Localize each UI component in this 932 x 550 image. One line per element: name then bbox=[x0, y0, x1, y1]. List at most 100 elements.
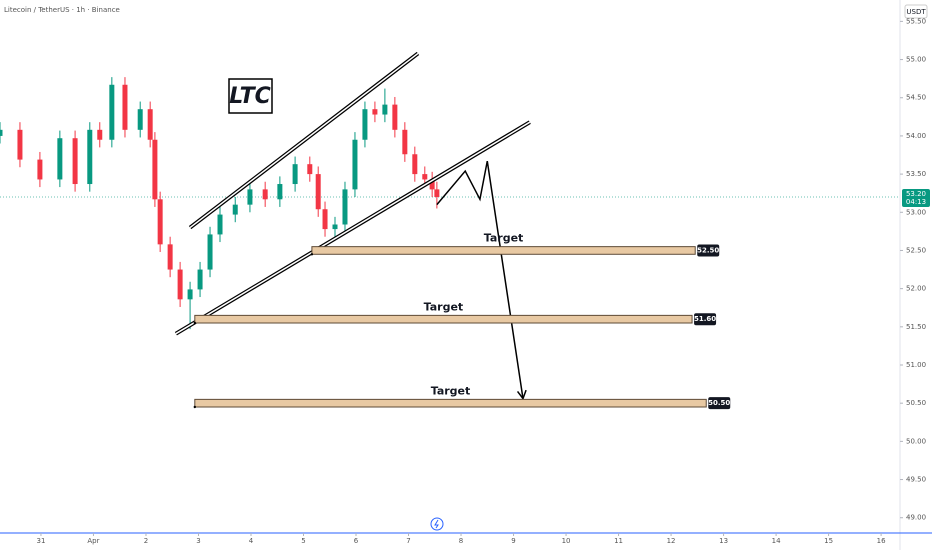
y-tick-label: 52.50 bbox=[906, 246, 926, 254]
candle-body bbox=[217, 214, 223, 235]
x-tick-label: 14 bbox=[772, 537, 781, 545]
candle-body bbox=[97, 129, 103, 140]
candle-body bbox=[147, 109, 153, 140]
y-tick-label: 55.50 bbox=[906, 17, 926, 25]
candle-body bbox=[422, 174, 428, 180]
channel-line-inner bbox=[175, 121, 531, 335]
y-tick-label: 54.50 bbox=[906, 94, 926, 102]
candle-body bbox=[122, 84, 128, 130]
x-tick-label: 3 bbox=[196, 537, 200, 545]
candle-body bbox=[0, 129, 3, 136]
candle-body bbox=[72, 138, 78, 185]
x-tick-label: 7 bbox=[406, 537, 410, 545]
candle-body bbox=[362, 109, 368, 140]
candle-body bbox=[382, 104, 388, 115]
y-tick-label: 50.50 bbox=[906, 399, 926, 407]
candle-body bbox=[167, 244, 173, 270]
x-tick-label: 8 bbox=[459, 537, 463, 545]
candle-body bbox=[207, 234, 213, 270]
candle-body bbox=[152, 139, 158, 200]
x-tick-label: 4 bbox=[249, 537, 254, 545]
x-tick-label: 31 bbox=[36, 537, 45, 545]
currency: USDT bbox=[906, 8, 926, 16]
candle-body bbox=[292, 164, 298, 185]
candle-body bbox=[307, 164, 313, 175]
target-price-box bbox=[697, 244, 720, 257]
candle-body bbox=[392, 104, 398, 130]
x-tick-label: 12 bbox=[667, 537, 676, 545]
target-price-label: 51.60 bbox=[694, 315, 716, 323]
candle-body bbox=[137, 109, 143, 130]
chart-title: Litecoin / TetherUS · 1h · Binance bbox=[4, 6, 120, 14]
badge: LTC bbox=[229, 84, 271, 109]
countdown: 04:13 bbox=[906, 198, 926, 206]
projection-path bbox=[436, 160, 524, 399]
target-zone bbox=[311, 246, 696, 255]
y-tick-label: 50.00 bbox=[906, 437, 926, 445]
y-tick-label: 55.00 bbox=[906, 56, 926, 64]
target-price-box bbox=[694, 313, 717, 326]
candle-body bbox=[315, 174, 321, 210]
last-price-box bbox=[902, 189, 930, 208]
channel-line-inner bbox=[189, 52, 419, 229]
arrow-head bbox=[516, 389, 527, 401]
target-anchor bbox=[310, 253, 314, 256]
candle-body bbox=[87, 129, 93, 185]
currency-box bbox=[904, 4, 928, 19]
target-label: Target bbox=[484, 232, 524, 245]
y-tick-label: 53.50 bbox=[906, 170, 926, 178]
candle-body bbox=[262, 189, 268, 200]
candle-body bbox=[434, 189, 440, 198]
candle-body bbox=[277, 184, 283, 200]
candle-body bbox=[57, 138, 63, 180]
replay-icon bbox=[430, 517, 444, 531]
candle-body bbox=[372, 109, 378, 115]
candle-body bbox=[37, 159, 43, 180]
x-tick-label: 2 bbox=[144, 537, 148, 545]
badge-box bbox=[228, 78, 273, 114]
target-anchor bbox=[193, 321, 197, 325]
candle-body bbox=[352, 139, 358, 190]
candle-body bbox=[187, 289, 193, 300]
x-tick-label: 15 bbox=[824, 537, 833, 545]
target-zone bbox=[194, 398, 707, 408]
candle-body bbox=[197, 269, 203, 290]
y-tick-label: 52.00 bbox=[906, 285, 926, 293]
y-tick-label: 51.50 bbox=[906, 323, 926, 331]
target-price-label: 52.50 bbox=[697, 246, 719, 254]
candle-body bbox=[109, 84, 115, 140]
y-tick-label: 49.50 bbox=[906, 476, 926, 484]
x-tick-label: 13 bbox=[719, 537, 728, 545]
candle-body bbox=[429, 179, 435, 190]
x-tick-label: 9 bbox=[511, 537, 515, 545]
candle-body bbox=[247, 189, 253, 205]
target-price-label: 50.50 bbox=[708, 399, 730, 407]
x-tick-label: 5 bbox=[301, 537, 305, 545]
y-tick-label: 49.00 bbox=[906, 514, 926, 522]
candle-body bbox=[332, 224, 338, 230]
candle-body bbox=[177, 269, 183, 300]
y-tick-label: 54.00 bbox=[906, 132, 926, 140]
x-tick-label: 10 bbox=[562, 537, 571, 545]
target-zone bbox=[194, 314, 693, 324]
target-label: Target bbox=[424, 300, 464, 313]
target-anchor bbox=[193, 405, 197, 409]
candle-body bbox=[412, 154, 418, 175]
target-label: Target bbox=[431, 384, 471, 397]
last-price-label: 53.20 bbox=[906, 190, 926, 198]
x-tick-label: Apr bbox=[87, 537, 99, 545]
candle-body bbox=[232, 204, 238, 215]
x-tick-label: 6 bbox=[354, 537, 359, 545]
candle-body bbox=[342, 189, 348, 225]
y-tick-label: 51.00 bbox=[906, 361, 926, 369]
candle-body bbox=[322, 209, 328, 230]
x-tick-label: 11 bbox=[614, 537, 623, 545]
y-tick-label: 53.00 bbox=[906, 208, 926, 216]
candle-body bbox=[157, 199, 163, 245]
candle-body bbox=[17, 129, 23, 160]
candle-body bbox=[402, 129, 408, 155]
x-tick-label: 16 bbox=[877, 537, 886, 545]
target-price-box bbox=[708, 397, 731, 410]
